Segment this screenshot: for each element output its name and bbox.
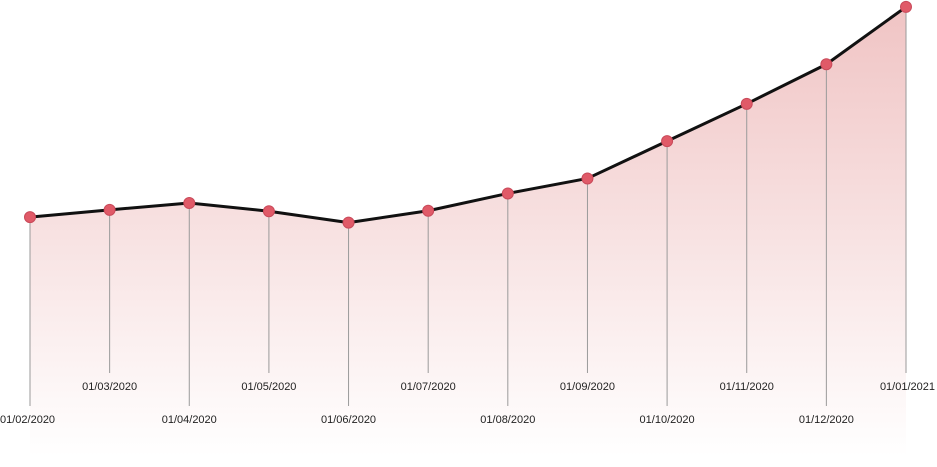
- x-tick-label: 01/05/2020: [241, 381, 296, 393]
- data-point[interactable]: [740, 97, 753, 110]
- data-point[interactable]: [262, 205, 275, 218]
- x-tick-labels: 01/02/2020 01/03/2020 01/04/2020 01/05/2020…: [0, 381, 935, 426]
- x-tick-label: 01/03/2020: [82, 381, 137, 393]
- x-tick-label: 01/10/2020: [640, 414, 695, 426]
- x-tick-label: 01/01/2021: [880, 381, 935, 393]
- x-tick-label: 01/12/2020: [799, 414, 854, 426]
- series-line: [28, 5, 908, 225]
- x-tick-label: 01/06/2020: [321, 414, 376, 426]
- series-line-layer: [28, 5, 908, 225]
- area-fill: [30, 6, 906, 456]
- data-point[interactable]: [422, 204, 435, 217]
- data-point[interactable]: [581, 172, 594, 185]
- data-point[interactable]: [103, 203, 116, 216]
- x-tick-label: 01/11/2020: [720, 381, 774, 393]
- x-tick-label: 01/08/2020: [480, 414, 535, 426]
- data-point[interactable]: [661, 135, 674, 148]
- x-tick-label: 01/04/2020: [162, 414, 217, 426]
- x-tick-label: 01/09/2020: [560, 381, 615, 393]
- data-point[interactable]: [24, 211, 36, 224]
- data-point[interactable]: [900, 0, 912, 13]
- points-layer: [24, 0, 912, 229]
- x-tick-label: 01/02/2020: [0, 414, 55, 426]
- data-point[interactable]: [342, 216, 355, 229]
- data-point[interactable]: [183, 197, 196, 210]
- x-tick-label: 01/07/2020: [401, 381, 456, 393]
- drop-lines: [29, 6, 907, 406]
- area-layer: [30, 6, 906, 456]
- data-point[interactable]: [501, 187, 514, 200]
- data-point[interactable]: [820, 58, 833, 71]
